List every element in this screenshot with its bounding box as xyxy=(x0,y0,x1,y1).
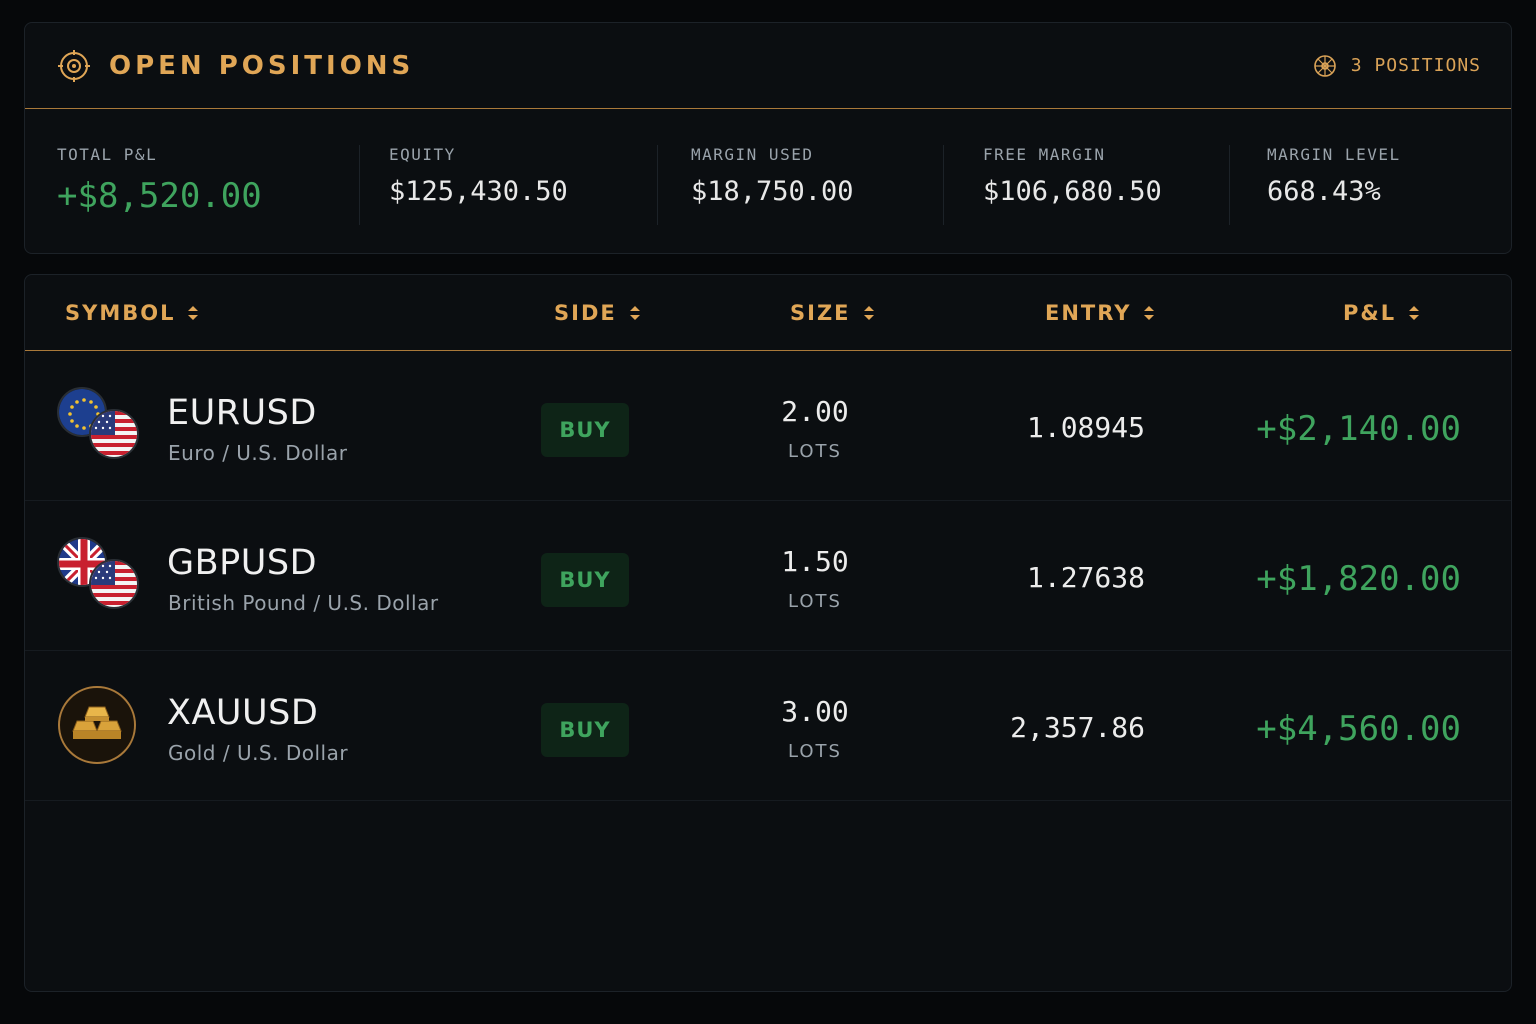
position-pnl: +$4,560.00 xyxy=(1256,709,1461,749)
entry-price: 1.27638 xyxy=(1026,561,1145,594)
table-row[interactable]: GBPUSD British Pound / U.S. Dollar BUY 1… xyxy=(25,501,1511,651)
stat-label: FREE MARGIN xyxy=(983,145,1106,164)
side-badge: BUY xyxy=(541,703,629,757)
stat-label: TOTAL P&L xyxy=(57,145,158,164)
position-size: 3.00 xyxy=(781,695,849,728)
table-row[interactable]: XAUUSD Gold / U.S. Dollar BUY 3.00 LOTS … xyxy=(25,651,1511,801)
stat-label: MARGIN USED xyxy=(691,145,814,164)
divider xyxy=(657,145,658,225)
column-header-entry[interactable]: ENTRY xyxy=(1045,275,1155,351)
size-unit: LOTS xyxy=(788,441,842,462)
us-flag-icon xyxy=(89,409,139,459)
positions-table: SYMBOL SIDE SIZE ENTRY P&L xyxy=(24,274,1512,992)
position-size: 2.00 xyxy=(781,395,849,428)
us-flag-icon xyxy=(89,559,139,609)
sort-icon xyxy=(863,304,875,322)
network-icon xyxy=(1313,54,1337,78)
column-label: P&L xyxy=(1343,301,1397,325)
stat-value: $125,430.50 xyxy=(389,176,568,207)
page-title: OPEN POSITIONS xyxy=(109,50,415,81)
divider xyxy=(1229,145,1230,225)
size-unit: LOTS xyxy=(788,741,842,762)
table-header: SYMBOL SIDE SIZE ENTRY P&L xyxy=(25,275,1511,351)
positions-count-label: 3 POSITIONS xyxy=(1350,55,1481,76)
positions-count-badge: 3 POSITIONS xyxy=(1313,54,1481,78)
column-header-side[interactable]: SIDE xyxy=(554,275,641,351)
stat-value: $18,750.00 xyxy=(691,176,854,207)
table-row[interactable]: EURUSD Euro / U.S. Dollar BUY 2.00 LOTS … xyxy=(25,351,1511,501)
side-badge: BUY xyxy=(541,553,629,607)
position-size: 1.50 xyxy=(781,545,849,578)
column-header-size[interactable]: SIZE xyxy=(790,275,875,351)
column-label: ENTRY xyxy=(1045,301,1132,325)
symbol-description: British Pound / U.S. Dollar xyxy=(168,591,439,615)
position-pnl: +$1,820.00 xyxy=(1256,559,1461,599)
stats-row: TOTAL P&L +$8,520.00 EQUITY $125,430.50 … xyxy=(25,109,1511,253)
column-label: SIZE xyxy=(790,301,851,325)
stat-equity: EQUITY $125,430.50 xyxy=(389,145,568,207)
stat-label: EQUITY xyxy=(389,145,456,164)
stat-value: $106,680.50 xyxy=(983,176,1162,207)
stat-value: 668.43% xyxy=(1267,176,1381,207)
column-header-pnl[interactable]: P&L xyxy=(1343,275,1420,351)
stat-margin-used: MARGIN USED $18,750.00 xyxy=(691,145,854,207)
divider xyxy=(359,145,360,225)
sort-icon xyxy=(187,304,199,322)
stat-total-pnl: TOTAL P&L +$8,520.00 xyxy=(57,145,262,216)
stat-free-margin: FREE MARGIN $106,680.50 xyxy=(983,145,1162,207)
stat-margin-level: MARGIN LEVEL 668.43% xyxy=(1267,145,1401,207)
symbol-ticker: GBPUSD xyxy=(167,543,318,583)
column-label: SYMBOL xyxy=(65,301,176,325)
entry-price: 2,357.86 xyxy=(1010,711,1145,744)
sort-icon xyxy=(629,304,641,322)
stat-value: +$8,520.00 xyxy=(57,176,262,216)
sort-icon xyxy=(1408,304,1420,322)
symbol-description: Euro / U.S. Dollar xyxy=(168,441,348,465)
account-summary-panel: OPEN POSITIONS 3 POSITIONS TOTAL P&L +$8… xyxy=(24,22,1512,254)
target-icon xyxy=(57,49,91,83)
column-header-symbol[interactable]: SYMBOL xyxy=(65,275,199,351)
eu-us-flags-icon xyxy=(57,387,141,465)
symbol-description: Gold / U.S. Dollar xyxy=(168,741,349,765)
uk-us-flags-icon xyxy=(57,537,141,615)
size-unit: LOTS xyxy=(788,591,842,612)
stat-label: MARGIN LEVEL xyxy=(1267,145,1401,164)
symbol-ticker: EURUSD xyxy=(167,393,317,433)
column-label: SIDE xyxy=(554,301,617,325)
sort-icon xyxy=(1143,304,1155,322)
entry-price: 1.08945 xyxy=(1026,411,1145,444)
symbol-ticker: XAUUSD xyxy=(167,693,319,733)
panel-header: OPEN POSITIONS 3 POSITIONS xyxy=(25,23,1511,109)
side-badge: BUY xyxy=(541,403,629,457)
divider xyxy=(943,145,944,225)
gold-bars-icon xyxy=(57,686,141,765)
position-pnl: +$2,140.00 xyxy=(1256,409,1461,449)
